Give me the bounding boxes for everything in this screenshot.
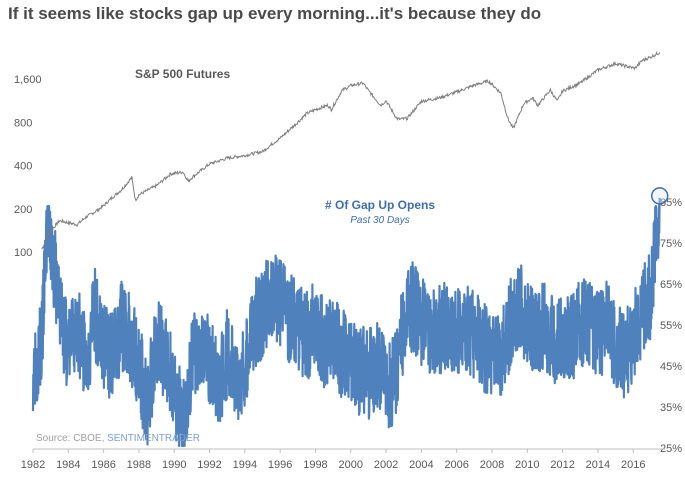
left-tick-label: 1,600 <box>14 74 42 86</box>
left-tick-label: 400 <box>14 161 32 173</box>
x-tick-label: 1988 <box>127 459 151 471</box>
right-tick-label: 45% <box>660 361 682 373</box>
x-tick-label: 1998 <box>303 459 327 471</box>
x-tick-label: 2006 <box>444 459 468 471</box>
sp500-line <box>41 50 661 250</box>
x-axis-ticks: 1982 1984 1986 1988 1990 1992 1994 1996 1998 2000… <box>21 449 645 471</box>
left-axis-ticks: 100 200 400 800 1,600 <box>14 74 42 259</box>
right-tick-label: 65% <box>660 279 682 291</box>
highlight-circle <box>650 187 669 205</box>
x-tick-label: 2014 <box>586 459 610 471</box>
x-tick-label: 1984 <box>56 459 80 471</box>
left-tick-label: 200 <box>14 204 32 216</box>
series-gap-label: # Of Gap Up Opens <box>325 198 435 212</box>
x-tick-label: 1982 <box>21 459 45 471</box>
x-tick-label: 1986 <box>91 459 115 471</box>
right-tick-label: 75% <box>660 238 682 250</box>
x-tick-label: 2010 <box>515 459 539 471</box>
x-tick-label: 2002 <box>374 459 398 471</box>
x-tick-label: 1990 <box>162 459 186 471</box>
chart-title: If it seems like stocks gap up every mor… <box>8 4 542 23</box>
x-tick-label: 2004 <box>409 459 433 471</box>
left-tick-label: 800 <box>14 117 32 129</box>
x-tick-label: 1992 <box>197 459 221 471</box>
source-note: Source: CBOE, SENTIMENTRADER <box>36 433 200 444</box>
source-prefix: Source: CBOE, <box>36 433 107 444</box>
series-gap-sublabel: Past 30 Days <box>350 215 409 226</box>
x-tick-label: 1996 <box>268 459 292 471</box>
x-tick-label: 2000 <box>339 459 363 471</box>
right-tick-label: 85% <box>660 197 682 209</box>
source-link[interactable]: SENTIMENTRADER <box>107 433 200 444</box>
series-sp500-futures <box>41 50 661 250</box>
x-tick-label: 2012 <box>550 459 574 471</box>
x-tick-label: 2016 <box>621 459 645 471</box>
right-axis-ticks: 25% 35% 45% 55% 65% 75% 85% <box>660 197 682 455</box>
x-tick-label: 1994 <box>233 459 257 471</box>
right-tick-label: 55% <box>660 320 682 332</box>
right-tick-label: 25% <box>660 443 682 455</box>
x-tick-label: 2008 <box>480 459 504 471</box>
gap-up-line <box>31 197 661 447</box>
left-tick-label: 100 <box>14 247 32 259</box>
series-sp500-label: S&P 500 Futures <box>135 67 230 81</box>
right-tick-label: 35% <box>660 402 682 414</box>
series-gap-up-opens <box>31 197 661 447</box>
